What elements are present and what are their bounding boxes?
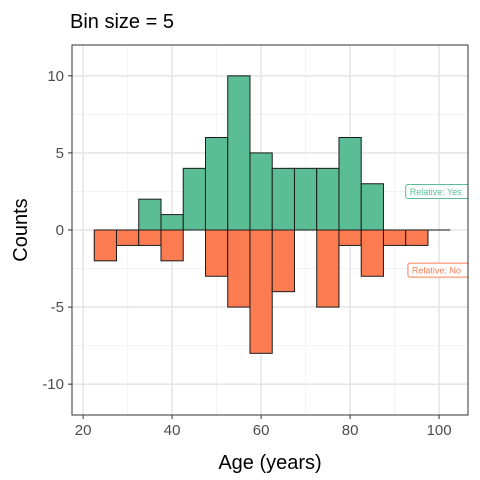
y-tick-label: -5 (51, 299, 64, 316)
x-tick-label: 60 (253, 422, 270, 439)
bar-yes (160, 214, 184, 231)
bar-no (204, 229, 229, 277)
bar-yes (249, 152, 273, 231)
bar-no (360, 229, 384, 277)
bar-no (382, 229, 407, 246)
bar-no (338, 229, 362, 246)
y-tick-label: 10 (47, 68, 64, 85)
x-tick-label: 100 (427, 422, 452, 439)
bar-no (405, 229, 429, 246)
chart-title: Bin size = 5 (70, 11, 174, 33)
y-tick-label: -10 (42, 376, 64, 393)
bar-no (271, 229, 295, 293)
annotation-label: Relative: Yes (405, 183, 468, 199)
x-tick-label: 40 (164, 422, 181, 439)
annotation-text: Relative: No (412, 265, 461, 275)
bars-group (93, 75, 451, 354)
bar-yes (182, 167, 206, 231)
bar-yes (293, 167, 318, 231)
bar-no (93, 229, 117, 262)
bar-yes (204, 137, 229, 231)
x-axis-title: Age (years) (218, 452, 321, 474)
bar-no (160, 229, 184, 262)
x-tick-label: 20 (75, 422, 92, 439)
annotation-box (407, 262, 468, 278)
y-axis-title: Counts (10, 198, 32, 261)
annotation-box (405, 183, 468, 199)
x-axis-ticks: 20 40 60 80 100 (75, 415, 452, 439)
bar-yes (316, 167, 340, 231)
annotations-group: Relative: Yes Relative: No (405, 183, 468, 278)
bar-yes (360, 183, 384, 231)
annotation-label: Relative: No (407, 262, 468, 278)
annotation-text: Relative: Yes (410, 187, 463, 197)
y-tick-label: 0 (56, 222, 64, 239)
bar-no (227, 229, 251, 308)
bar-no (316, 229, 340, 308)
bar-yes (338, 137, 362, 231)
bar-yes (271, 167, 295, 231)
bar-no (138, 229, 162, 246)
y-tick-label: 5 (56, 145, 64, 162)
y-axis-ticks: -10 -5 0 5 10 (42, 68, 72, 393)
x-tick-label: 80 (342, 422, 359, 439)
bar-yes (227, 75, 251, 231)
bar-yes (138, 198, 162, 231)
bar-no (115, 229, 140, 246)
bar-no (249, 229, 273, 354)
